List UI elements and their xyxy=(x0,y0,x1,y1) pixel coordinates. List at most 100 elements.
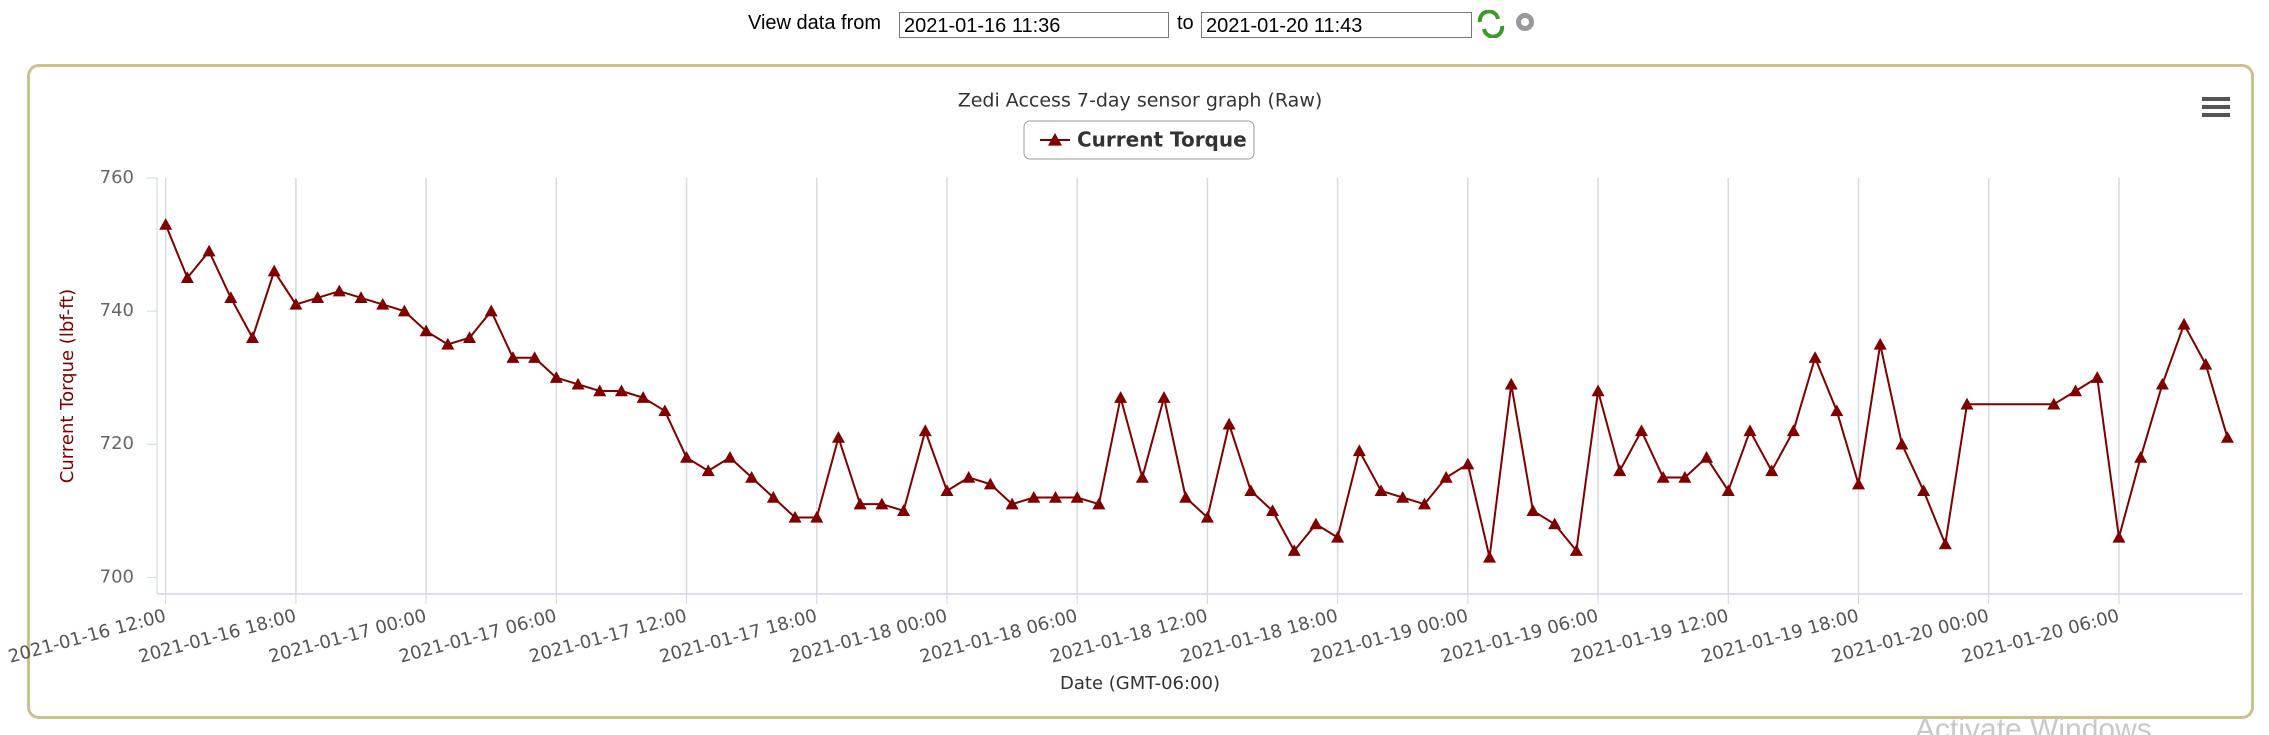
legend-label[interactable]: Current Torque xyxy=(1077,128,1247,152)
data-point xyxy=(723,451,737,463)
data-point xyxy=(1417,497,1431,510)
y-tick-label: 720 xyxy=(100,433,134,454)
to-input[interactable]: 2021-01-20 11:43 xyxy=(1201,12,1472,38)
data-point xyxy=(397,304,411,317)
data-point xyxy=(1461,457,1475,470)
data-point xyxy=(419,324,433,337)
data-point xyxy=(441,337,455,350)
data-point xyxy=(636,391,650,403)
data-point xyxy=(680,451,694,463)
data-point xyxy=(810,510,824,523)
data-point xyxy=(1504,377,1518,390)
data-point xyxy=(1027,490,1041,503)
data-point xyxy=(1092,497,1106,510)
data-point xyxy=(1287,544,1301,556)
data-point xyxy=(2090,371,2104,383)
data-point xyxy=(463,331,477,343)
data-point xyxy=(267,264,281,277)
data-point xyxy=(745,471,759,483)
data-point xyxy=(1938,537,1952,550)
data-point xyxy=(593,384,607,397)
data-point xyxy=(311,291,325,304)
data-point xyxy=(202,244,216,257)
data-point xyxy=(1483,550,1497,563)
data-point xyxy=(1851,477,1865,490)
data-point xyxy=(1678,471,1692,483)
data-point xyxy=(1960,397,1974,410)
legend-marker xyxy=(1048,133,1062,146)
data-point xyxy=(2155,377,2169,390)
data-point xyxy=(1548,517,1562,530)
data-point xyxy=(1179,490,1193,503)
legend-box xyxy=(1023,120,1255,160)
data-point xyxy=(831,431,845,443)
data-point xyxy=(1352,444,1366,457)
data-point xyxy=(788,510,802,523)
data-point xyxy=(1396,490,1410,503)
data-point xyxy=(2112,530,2126,543)
settings-icon[interactable] xyxy=(1516,13,1534,31)
menu-icon[interactable] xyxy=(2202,97,2230,117)
data-point xyxy=(2069,384,2083,397)
y-tick-label: 740 xyxy=(100,300,134,321)
data-point xyxy=(1569,544,1583,556)
refresh-icon[interactable] xyxy=(1477,10,1505,38)
data-point xyxy=(1309,517,1323,530)
data-point xyxy=(224,291,238,304)
watermark: Activate Windows xyxy=(1915,713,2152,735)
data-point xyxy=(1526,504,1540,516)
chart-panel xyxy=(27,64,2254,719)
data-point xyxy=(1873,337,1887,350)
data-point xyxy=(897,504,911,516)
chart-title: Zedi Access 7-day sensor graph (Raw) xyxy=(958,90,1323,112)
data-point xyxy=(528,351,542,363)
data-point xyxy=(2199,357,2213,370)
data-point xyxy=(1157,391,1171,403)
data-point xyxy=(1222,417,1236,430)
data-point xyxy=(1634,424,1648,437)
data-point xyxy=(354,291,368,304)
data-point xyxy=(1374,484,1388,497)
from-input[interactable]: 2021-01-16 11:36 xyxy=(899,12,1169,38)
y-axis-title: Current Torque (lbf-ft) xyxy=(57,289,78,483)
data-point xyxy=(332,284,346,297)
data-point xyxy=(1613,464,1627,477)
data-point xyxy=(1765,464,1779,477)
data-point xyxy=(2047,397,2061,410)
y-tick-label: 700 xyxy=(100,566,134,587)
data-point xyxy=(1830,404,1844,417)
data-point xyxy=(1656,471,1670,483)
data-point xyxy=(2220,431,2234,443)
data-point xyxy=(1700,451,1714,463)
data-point xyxy=(289,297,303,310)
data-point xyxy=(701,464,715,477)
data-point xyxy=(549,371,563,383)
data-point xyxy=(853,497,867,510)
data-point xyxy=(1743,424,1757,437)
data-point xyxy=(1135,471,1149,483)
data-point xyxy=(1114,391,1128,403)
y-tick-label: 760 xyxy=(100,167,134,188)
data-point xyxy=(918,424,932,437)
data-point xyxy=(1244,484,1258,497)
data-point xyxy=(484,304,498,317)
data-point xyxy=(1005,497,1019,510)
data-point xyxy=(159,218,173,230)
to-label: to xyxy=(1177,12,1194,34)
data-point xyxy=(1917,484,1931,497)
data-point xyxy=(962,471,976,483)
data-point xyxy=(376,297,390,310)
data-point xyxy=(1070,490,1084,503)
data-point xyxy=(1721,484,1735,497)
data-point xyxy=(571,377,585,390)
data-point xyxy=(1808,351,1822,363)
data-point xyxy=(658,404,672,417)
data-point xyxy=(940,484,954,497)
data-point xyxy=(614,384,628,397)
data-point xyxy=(1591,384,1605,397)
data-point xyxy=(1786,424,1800,437)
series-line xyxy=(164,224,2229,558)
data-point xyxy=(180,271,194,284)
